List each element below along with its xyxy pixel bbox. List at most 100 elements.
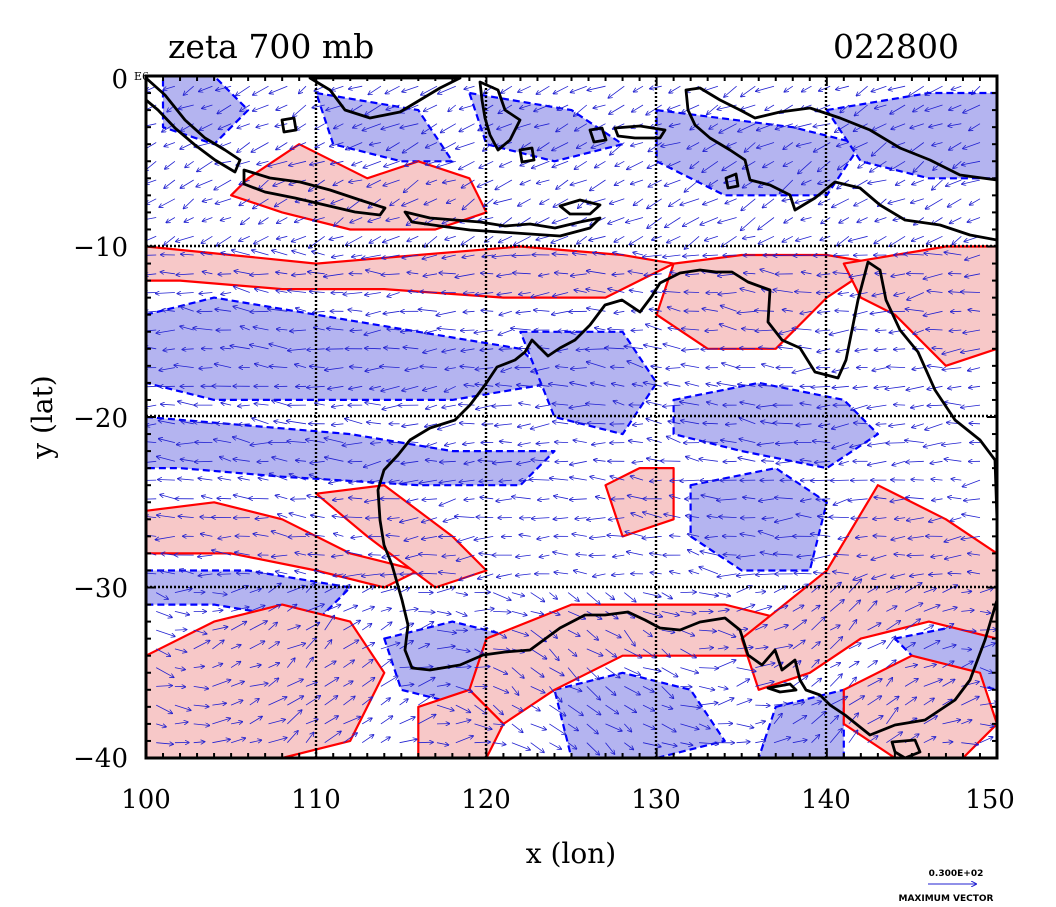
wind-vector — [593, 104, 606, 108]
wind-vector — [517, 385, 531, 387]
wind-vector — [478, 179, 494, 187]
wind-vector — [567, 592, 579, 602]
wind-vector — [459, 160, 475, 169]
wind-vector — [573, 253, 587, 255]
wind-vector — [253, 85, 269, 95]
corner-label: E6 — [134, 70, 149, 83]
wind-vector — [586, 686, 600, 699]
wind-vector — [365, 104, 382, 115]
wind-vector — [361, 697, 372, 706]
wind-vector — [755, 705, 770, 706]
wind-vector — [464, 385, 475, 386]
wind-vector — [255, 364, 269, 368]
wind-vector — [349, 85, 363, 89]
wind-vector — [493, 686, 508, 692]
wind-vector — [365, 293, 381, 296]
wind-vector — [497, 293, 512, 295]
wind-vector — [386, 217, 400, 221]
wind-vector — [146, 424, 157, 426]
wind-vector — [163, 349, 175, 351]
wind-vector — [352, 160, 363, 165]
wind-vector — [530, 667, 544, 677]
wind-vector — [400, 123, 419, 128]
wind-vector — [894, 405, 906, 406]
wind-vector — [511, 742, 530, 750]
wind-vector — [231, 607, 249, 612]
wind-vector — [254, 235, 269, 243]
wind-vector — [475, 293, 494, 295]
wind-vector — [380, 366, 400, 367]
wind-vector — [530, 611, 544, 614]
wind-vector — [364, 460, 382, 467]
wind-vector — [573, 440, 587, 443]
wind-vector — [419, 309, 438, 311]
wind-vector — [586, 667, 599, 680]
wind-vector — [220, 142, 232, 148]
wind-vector — [418, 678, 434, 687]
wind-vector — [497, 123, 513, 130]
wind-vector — [464, 86, 475, 89]
wind-vector — [556, 367, 569, 368]
wind-vector — [212, 610, 222, 611]
wind-vector — [157, 457, 176, 462]
wind-vector — [553, 254, 569, 255]
wind-vector — [474, 704, 487, 714]
wind-vector — [274, 421, 288, 424]
wind-vector — [277, 236, 288, 239]
wind-vector — [269, 366, 288, 367]
wind-vector — [389, 480, 400, 482]
wind-vector — [534, 310, 550, 311]
wind-vector — [272, 555, 288, 557]
wind-vector — [276, 571, 288, 574]
wind-vector — [539, 274, 550, 276]
wind-vector — [257, 160, 269, 164]
wind-vector — [455, 667, 471, 668]
wind-vector — [259, 478, 269, 480]
wind-vector — [174, 648, 187, 652]
wind-vector — [511, 592, 524, 596]
wind-vector — [312, 251, 325, 256]
wind-vector — [511, 686, 519, 695]
wind-vector — [156, 592, 168, 600]
wind-vector — [462, 179, 475, 188]
wind-vector — [331, 198, 344, 204]
wind-vector — [555, 461, 569, 462]
wind-vector — [518, 423, 531, 427]
wind-vector — [217, 498, 232, 499]
wind-vector — [288, 291, 307, 293]
wind-vector — [382, 254, 400, 258]
wind-vector — [511, 723, 523, 732]
wind-vector — [255, 289, 269, 293]
wind-vector — [346, 552, 363, 556]
wind-vector — [233, 306, 250, 312]
wind-vector — [287, 643, 305, 650]
wind-vector — [178, 401, 194, 406]
wind-vector — [193, 686, 209, 688]
wind-vector — [537, 179, 550, 183]
x-tick-150: 150 — [965, 785, 1015, 815]
wind-vector — [215, 161, 232, 164]
wind-vector — [193, 705, 209, 707]
wind-vector — [324, 716, 338, 725]
wind-vector — [230, 346, 250, 350]
wind-vector — [492, 405, 512, 406]
wind-vector — [445, 368, 456, 370]
wind-vector — [230, 622, 246, 631]
wind-vector — [436, 684, 450, 686]
wind-vector — [181, 254, 194, 255]
wind-vector — [292, 251, 307, 256]
wind-vector — [587, 85, 606, 90]
wind-vector — [577, 235, 588, 244]
wind-vector — [493, 724, 504, 725]
wind-vector — [519, 348, 531, 349]
wind-vector — [399, 739, 417, 744]
wind-vector — [349, 386, 363, 389]
wind-vector — [418, 715, 435, 725]
wind-vector — [459, 573, 475, 580]
wind-vector — [238, 405, 250, 406]
wind-vector — [366, 518, 381, 519]
wind-vector — [234, 287, 250, 293]
wind-vector — [203, 217, 213, 222]
wind-vector — [553, 518, 569, 520]
